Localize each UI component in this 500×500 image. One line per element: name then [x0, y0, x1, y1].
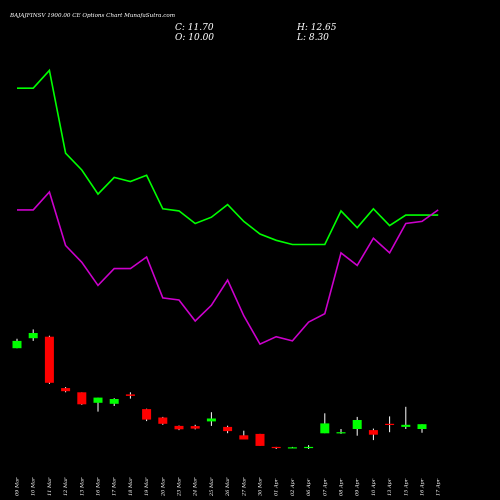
candle-body	[44, 336, 54, 383]
candles	[12, 329, 427, 449]
candle-body	[368, 430, 378, 435]
low-value: L: 8.30	[296, 33, 329, 43]
chart-title: BAJAJFINSV 1900.00 CE Options Chart Muna…	[9, 13, 175, 19]
x-tick-label: 20 Mar	[160, 477, 166, 497]
x-tick-label: 06 Apr	[306, 478, 312, 496]
candle-12	[206, 412, 216, 426]
candle-6	[109, 398, 119, 406]
candle-10	[174, 425, 184, 431]
candle-11	[190, 424, 200, 430]
candle-body	[174, 425, 184, 430]
candle-body	[158, 417, 168, 424]
x-tick-label: 02 Apr	[290, 478, 296, 496]
indicator-lines	[17, 68, 439, 346]
candle-body	[93, 397, 103, 403]
candle-9	[158, 416, 168, 425]
x-tick-label: 16 Mar	[96, 477, 102, 496]
x-tick-label: 26 Mar	[225, 477, 231, 497]
candle-8	[142, 408, 152, 422]
candle-body	[336, 432, 346, 434]
candle-18	[304, 445, 314, 449]
x-tick-label: 09 Apr	[355, 478, 361, 496]
candle-3	[61, 387, 71, 393]
candle-body	[142, 409, 152, 420]
candle-body	[125, 394, 135, 396]
x-tick-label: 19 Mar	[144, 477, 150, 496]
x-tick-label: 18 Mar	[128, 477, 134, 496]
candle-24	[401, 406, 411, 429]
x-tick-label: 17 Apr	[436, 478, 442, 496]
x-tick-label: 17 Mar	[112, 477, 118, 496]
candle-body	[206, 418, 216, 422]
x-tick-label: 24 Mar	[193, 477, 199, 497]
x-tick-label: 30 Mar	[258, 477, 264, 496]
candle-body	[271, 446, 281, 449]
candle-body	[417, 424, 427, 429]
high-value: H: 12.65	[296, 23, 337, 33]
candle-1	[28, 329, 38, 341]
x-tick-label: 13 Apr	[387, 478, 393, 496]
candle-0	[12, 338, 22, 349]
candle-23	[385, 416, 395, 433]
candle-21	[352, 416, 362, 436]
indicator-line-2	[17, 190, 439, 346]
x-tick-label: 13 Mar	[79, 477, 85, 496]
candle-body	[239, 435, 249, 440]
candle-15	[255, 433, 265, 446]
x-tick-label: 12 Mar	[63, 477, 69, 496]
candle-22	[368, 428, 378, 441]
candle-20	[336, 429, 346, 434]
candle-body	[320, 423, 330, 434]
x-tick-label: 07 Apr	[322, 478, 328, 496]
candle-body	[304, 446, 314, 449]
candle-body	[287, 447, 297, 449]
candle-17	[287, 446, 297, 449]
candle-body	[77, 392, 87, 405]
x-axis-ticks: 09 Mar 10 Mar 11 Mar 12 Mar 13 Mar 16 Mar 17 M…	[15, 477, 442, 497]
candle-body	[352, 420, 362, 429]
x-tick-label: 01 Apr	[274, 478, 280, 496]
x-tick-label: 16 Apr	[420, 478, 426, 496]
x-tick-label: 25 Mar	[209, 477, 215, 497]
candle-25	[417, 424, 427, 433]
candle-4	[77, 392, 87, 405]
candle-body	[109, 399, 119, 404]
candle-body	[385, 423, 395, 425]
candle-13	[223, 425, 233, 434]
candle-2	[44, 335, 54, 384]
candle-16	[271, 446, 281, 449]
candle-5	[93, 397, 103, 412]
candle-7	[125, 392, 135, 399]
x-tick-label: 08 Apr	[339, 478, 345, 496]
x-tick-label: 23 Mar	[177, 477, 183, 497]
x-tick-label: 10 Mar	[31, 477, 37, 496]
x-tick-label: 11 Mar	[47, 477, 53, 496]
candle-body	[61, 388, 71, 392]
candle-body	[28, 333, 38, 339]
candle-body	[223, 426, 233, 432]
x-tick-label: 09 Mar	[15, 477, 21, 496]
x-tick-label: 10 Apr	[371, 478, 377, 496]
x-tick-label: 27 Mar	[241, 477, 247, 497]
indicator-line-1	[17, 68, 439, 246]
candle-14	[239, 430, 249, 440]
x-tick-label: 15 Apr	[403, 478, 409, 496]
candle-body	[401, 424, 411, 427]
candle-body	[255, 433, 265, 446]
candle-19	[320, 413, 330, 434]
candle-body	[190, 426, 200, 429]
candle-body	[12, 340, 22, 349]
close-value: C: 11.70	[175, 23, 214, 33]
open-value: O: 10.00	[175, 33, 214, 43]
